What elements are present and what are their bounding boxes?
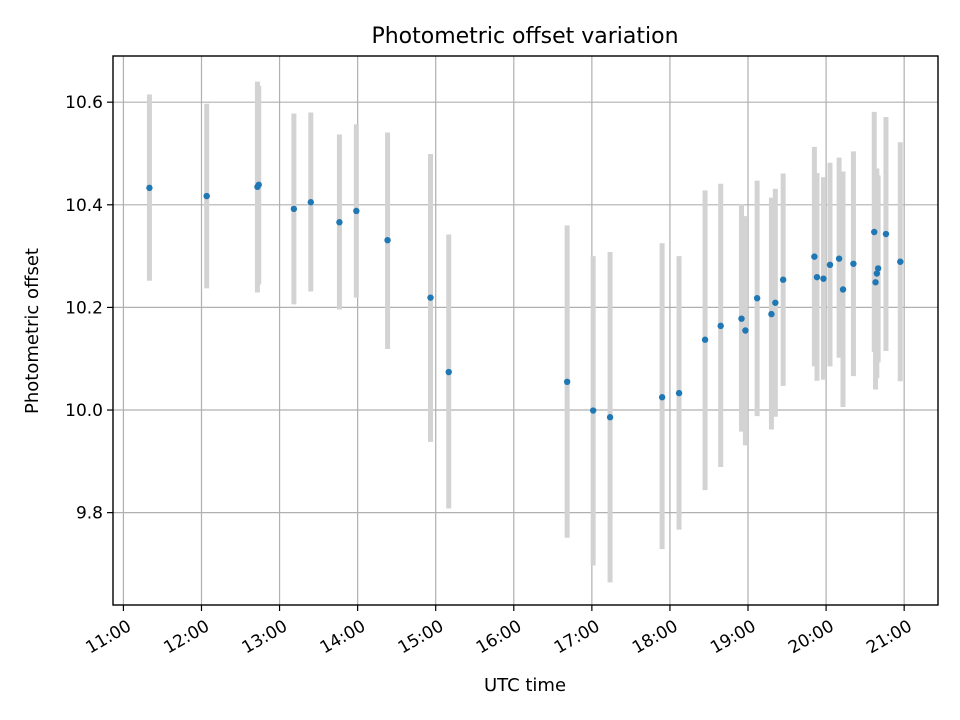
data-point xyxy=(811,253,818,260)
chart-title: Photometric offset variation xyxy=(371,24,678,49)
data-point xyxy=(753,294,761,302)
data-point xyxy=(897,258,904,265)
data-point xyxy=(813,273,821,281)
data-points xyxy=(146,181,904,421)
data-point xyxy=(717,322,724,330)
y-tick-label: 10.0 xyxy=(65,401,103,421)
data-point xyxy=(872,279,879,286)
y-axis-label: Photometric offset xyxy=(22,248,43,414)
y-tick-label: 10.6 xyxy=(65,93,103,113)
data-point xyxy=(606,414,614,421)
x-axis-label: UTC time xyxy=(484,675,566,696)
data-point xyxy=(820,275,827,282)
plot-frame xyxy=(112,55,939,606)
data-point xyxy=(871,228,878,236)
data-point xyxy=(874,265,882,272)
data-point xyxy=(738,315,745,322)
y-tick-label: 10.2 xyxy=(65,298,103,318)
data-point xyxy=(336,219,343,226)
data-point xyxy=(563,378,571,386)
data-point xyxy=(768,310,775,318)
y-tick-label: 9.8 xyxy=(76,504,103,524)
data-point xyxy=(146,184,153,192)
data-point xyxy=(445,368,452,376)
grid xyxy=(113,56,938,605)
data-point xyxy=(850,260,857,267)
data-point xyxy=(384,236,391,244)
data-point xyxy=(873,270,881,277)
data-point xyxy=(290,205,298,213)
data-point xyxy=(882,230,890,238)
data-point xyxy=(255,181,262,188)
data-point xyxy=(658,394,666,401)
data-point xyxy=(839,286,847,293)
y-tick-label: 10.4 xyxy=(65,196,103,216)
data-point xyxy=(779,276,787,283)
data-point xyxy=(701,336,709,343)
data-point xyxy=(589,407,597,414)
data-point xyxy=(826,261,834,269)
data-point xyxy=(203,192,210,200)
data-point xyxy=(742,327,749,334)
y-axis-ticks: 9.8 10.0 10.2 10.4 10.6 xyxy=(65,93,113,524)
data-point xyxy=(675,389,683,397)
data-point xyxy=(772,299,779,306)
data-point xyxy=(307,199,314,206)
data-point xyxy=(427,294,434,301)
data-point xyxy=(835,255,843,262)
data-point xyxy=(353,207,360,215)
